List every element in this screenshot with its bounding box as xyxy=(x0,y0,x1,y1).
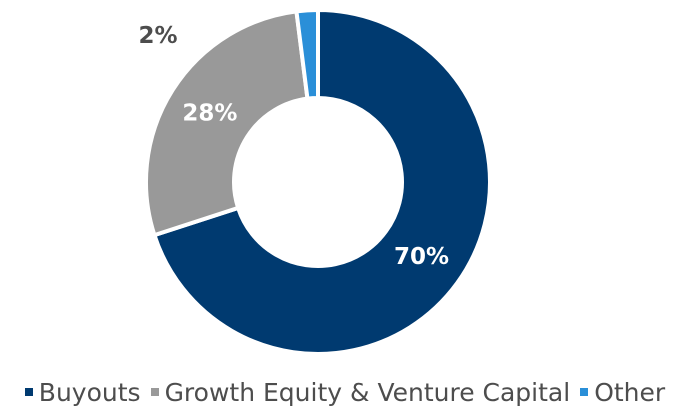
legend-item-buyouts: Buyouts xyxy=(24,377,141,407)
legend-swatch-growth-equity xyxy=(150,388,159,396)
slice-buyouts xyxy=(151,7,492,356)
legend-item-growth-equity: Growth Equity & Venture Capital xyxy=(150,377,571,407)
legend-label-other: Other xyxy=(594,377,666,407)
legend-label-buyouts: Buyouts xyxy=(38,377,141,407)
legend-swatch-buyouts xyxy=(24,388,33,396)
legend-label-growth-equity: Growth Equity & Venture Capital xyxy=(164,377,571,407)
data-label-other: 2% xyxy=(138,23,177,49)
chart-svg: 70% 28% 2% xyxy=(138,7,492,356)
data-labels-group: 70% 28% 2% xyxy=(138,23,449,270)
legend-item-other: Other xyxy=(580,378,665,407)
slice-growth-equity-venture-capital xyxy=(144,9,310,238)
legend-swatch-other xyxy=(580,388,589,396)
data-label-buyouts: 70% xyxy=(394,244,449,270)
slice-other xyxy=(294,7,320,101)
legend: Buyouts Growth Equity & Venture Capital … xyxy=(0,372,690,412)
data-label-growth-equity-venture-capital: 28% xyxy=(182,100,237,126)
slices-group xyxy=(144,7,492,356)
